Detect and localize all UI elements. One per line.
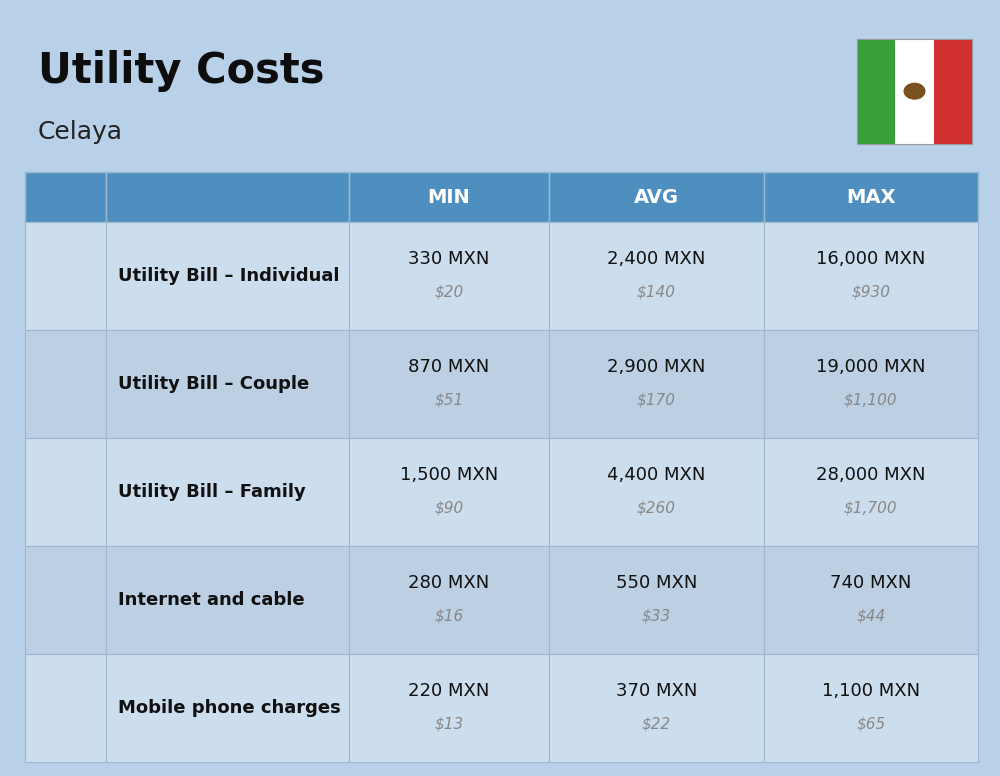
Text: 280 MXN: 280 MXN: [408, 574, 490, 592]
Text: 550 MXN: 550 MXN: [616, 574, 697, 592]
Text: Celaya: Celaya: [38, 120, 123, 144]
Text: 4,400 MXN: 4,400 MXN: [607, 466, 706, 484]
Bar: [857, 39, 895, 144]
Bar: [764, 223, 978, 331]
Bar: [349, 654, 549, 762]
Bar: [549, 546, 764, 654]
Text: Utility Costs: Utility Costs: [38, 50, 324, 92]
Bar: [349, 172, 549, 223]
Bar: [349, 223, 549, 331]
Text: Mobile phone charges: Mobile phone charges: [118, 699, 341, 717]
Text: 2,900 MXN: 2,900 MXN: [607, 359, 706, 376]
Text: 16,000 MXN: 16,000 MXN: [816, 251, 925, 268]
Text: 19,000 MXN: 19,000 MXN: [816, 359, 926, 376]
Bar: [25, 331, 106, 438]
Bar: [106, 654, 349, 762]
Bar: [25, 438, 106, 546]
Text: AVG: AVG: [634, 188, 679, 207]
Bar: [349, 438, 549, 546]
Text: 370 MXN: 370 MXN: [616, 682, 697, 700]
Bar: [549, 654, 764, 762]
Text: $51: $51: [434, 393, 464, 407]
Text: $16: $16: [434, 608, 464, 623]
Bar: [106, 172, 349, 223]
Bar: [857, 39, 972, 144]
Text: Utility Bill – Family: Utility Bill – Family: [118, 483, 306, 501]
Text: $13: $13: [434, 716, 464, 731]
Text: $170: $170: [637, 393, 676, 407]
Bar: [764, 438, 978, 546]
Bar: [25, 223, 106, 331]
Bar: [25, 654, 106, 762]
Bar: [349, 331, 549, 438]
Text: Utility Bill – Couple: Utility Bill – Couple: [118, 376, 309, 393]
Text: 1,500 MXN: 1,500 MXN: [400, 466, 498, 484]
Text: 28,000 MXN: 28,000 MXN: [816, 466, 926, 484]
Text: $140: $140: [637, 284, 676, 300]
Bar: [549, 223, 764, 331]
Bar: [549, 172, 764, 223]
Text: 330 MXN: 330 MXN: [408, 251, 490, 268]
Text: 220 MXN: 220 MXN: [408, 682, 490, 700]
Text: $930: $930: [851, 284, 890, 300]
Text: MAX: MAX: [846, 188, 896, 207]
Text: 2,400 MXN: 2,400 MXN: [607, 251, 706, 268]
Text: 740 MXN: 740 MXN: [830, 574, 911, 592]
Bar: [764, 654, 978, 762]
Text: 1,100 MXN: 1,100 MXN: [822, 682, 920, 700]
Bar: [106, 331, 349, 438]
Bar: [764, 172, 978, 223]
Text: Internet and cable: Internet and cable: [118, 591, 305, 609]
Bar: [764, 331, 978, 438]
Text: $90: $90: [434, 501, 464, 515]
Bar: [106, 546, 349, 654]
Bar: [106, 223, 349, 331]
Bar: [934, 39, 972, 144]
Bar: [106, 438, 349, 546]
Text: $22: $22: [642, 716, 671, 731]
Text: $260: $260: [637, 501, 676, 515]
Text: MIN: MIN: [428, 188, 470, 207]
Text: 870 MXN: 870 MXN: [408, 359, 490, 376]
Text: $1,100: $1,100: [844, 393, 898, 407]
Bar: [764, 546, 978, 654]
Text: Utility Bill – Individual: Utility Bill – Individual: [118, 268, 340, 286]
Bar: [895, 39, 934, 144]
Text: $33: $33: [642, 608, 671, 623]
Bar: [25, 172, 106, 223]
Bar: [549, 438, 764, 546]
Circle shape: [904, 83, 926, 100]
Bar: [349, 546, 549, 654]
Bar: [549, 331, 764, 438]
Text: $20: $20: [434, 284, 464, 300]
Text: $1,700: $1,700: [844, 501, 898, 515]
Bar: [25, 546, 106, 654]
Text: $44: $44: [856, 608, 885, 623]
Text: $65: $65: [856, 716, 885, 731]
